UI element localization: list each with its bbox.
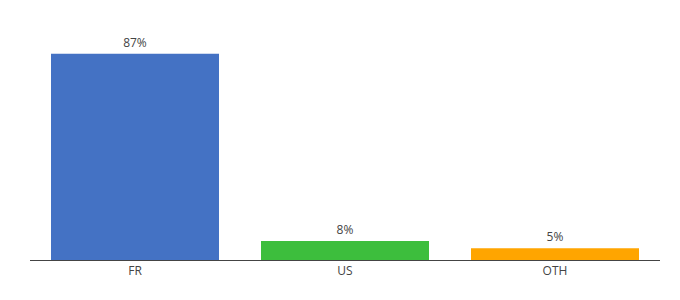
svg-text:OTH: OTH xyxy=(543,262,568,279)
svg-text:87%: 87% xyxy=(123,34,147,51)
svg-text:5%: 5% xyxy=(547,228,564,245)
svg-text:8%: 8% xyxy=(337,221,354,238)
svg-text:FR: FR xyxy=(128,262,142,279)
svg-text:US: US xyxy=(337,262,352,279)
